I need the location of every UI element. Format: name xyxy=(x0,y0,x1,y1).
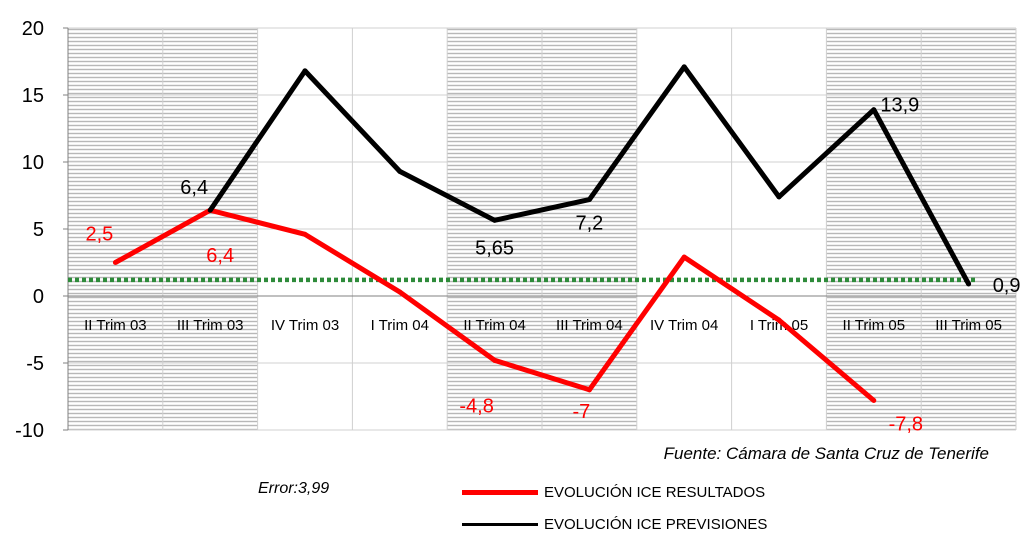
data-label: -7,8 xyxy=(889,414,923,436)
data-point xyxy=(586,387,592,393)
data-point xyxy=(397,289,403,295)
data-point xyxy=(966,281,972,287)
data-point xyxy=(776,194,782,200)
data-label: -7 xyxy=(573,401,591,423)
data-point xyxy=(397,168,403,174)
data-point xyxy=(492,357,498,363)
data-label: 6,4 xyxy=(206,245,234,267)
data-point xyxy=(492,217,498,223)
x-tick-label: IV Trim 04 xyxy=(650,317,718,334)
series-group xyxy=(112,64,972,404)
legend-swatch-resultados xyxy=(462,489,538,495)
legend-swatch-previsiones xyxy=(462,522,538,526)
data-point xyxy=(302,68,308,74)
x-tick-label: II Trim 04 xyxy=(463,317,526,334)
legend-label-resultados: EVOLUCIÓN ICE RESULTADOS xyxy=(544,483,766,501)
source-note: Fuente: Cámara de Santa Cruz de Tenerife xyxy=(663,444,989,463)
data-label: 6,4 xyxy=(180,177,208,199)
x-tick-label: II Trim 03 xyxy=(84,317,147,334)
legend-item-resultados: EVOLUCIÓN ICE RESULTADOS xyxy=(462,481,765,503)
x-tick-label: IV Trim 03 xyxy=(271,317,339,334)
y-tick-label: 20 xyxy=(22,18,44,40)
y-tick-label: 15 xyxy=(22,85,44,107)
error-note: Error:3,99 xyxy=(258,480,330,497)
data-label: 2,5 xyxy=(85,224,113,246)
data-label: 13,9 xyxy=(880,95,919,117)
x-tick-label: III Trim 04 xyxy=(556,317,623,334)
y-tick-label: -10 xyxy=(15,420,44,440)
y-tick-label: -5 xyxy=(26,353,44,375)
data-point xyxy=(586,197,592,203)
data-point xyxy=(871,398,877,404)
legend-item-previsiones: EVOLUCIÓN ICE PREVISIONES xyxy=(462,513,767,535)
x-tick-label: III Trim 03 xyxy=(177,317,244,334)
x-tick-label: II Trim 05 xyxy=(843,317,906,334)
legend-label-previsiones: EVOLUCIÓN ICE PREVISIONES xyxy=(544,515,768,533)
data-point xyxy=(302,231,308,237)
data-label: 5,65 xyxy=(475,237,514,259)
axes: 20 15 10 5 0 -5 -10 II Trim 03 III Trim 03 IV Tri… xyxy=(15,18,1016,440)
data-point xyxy=(776,317,782,323)
data-labels: 2,5 6,4 -4,8 -7 -7,8 6,4 5,65 7,2 13,9 0,9 xyxy=(85,95,1020,436)
data-point xyxy=(681,254,687,260)
data-label: 7,2 xyxy=(575,213,603,235)
x-tick-label: III Trim 05 xyxy=(935,317,1002,334)
y-tick-label: 0 xyxy=(33,286,44,308)
y-tick-label: 10 xyxy=(22,152,44,174)
data-point xyxy=(681,64,687,70)
data-point xyxy=(112,260,118,265)
data-label: -4,8 xyxy=(459,395,493,417)
y-tick-label: 5 xyxy=(33,219,44,241)
data-point xyxy=(871,107,877,113)
data-point xyxy=(207,207,213,213)
x-tick-label: I Trim 04 xyxy=(371,317,429,334)
line-chart: 20 15 10 5 0 -5 -10 II Trim 03 III Trim 03 IV Tri… xyxy=(15,18,1020,440)
data-label: 0,9 xyxy=(993,275,1021,297)
